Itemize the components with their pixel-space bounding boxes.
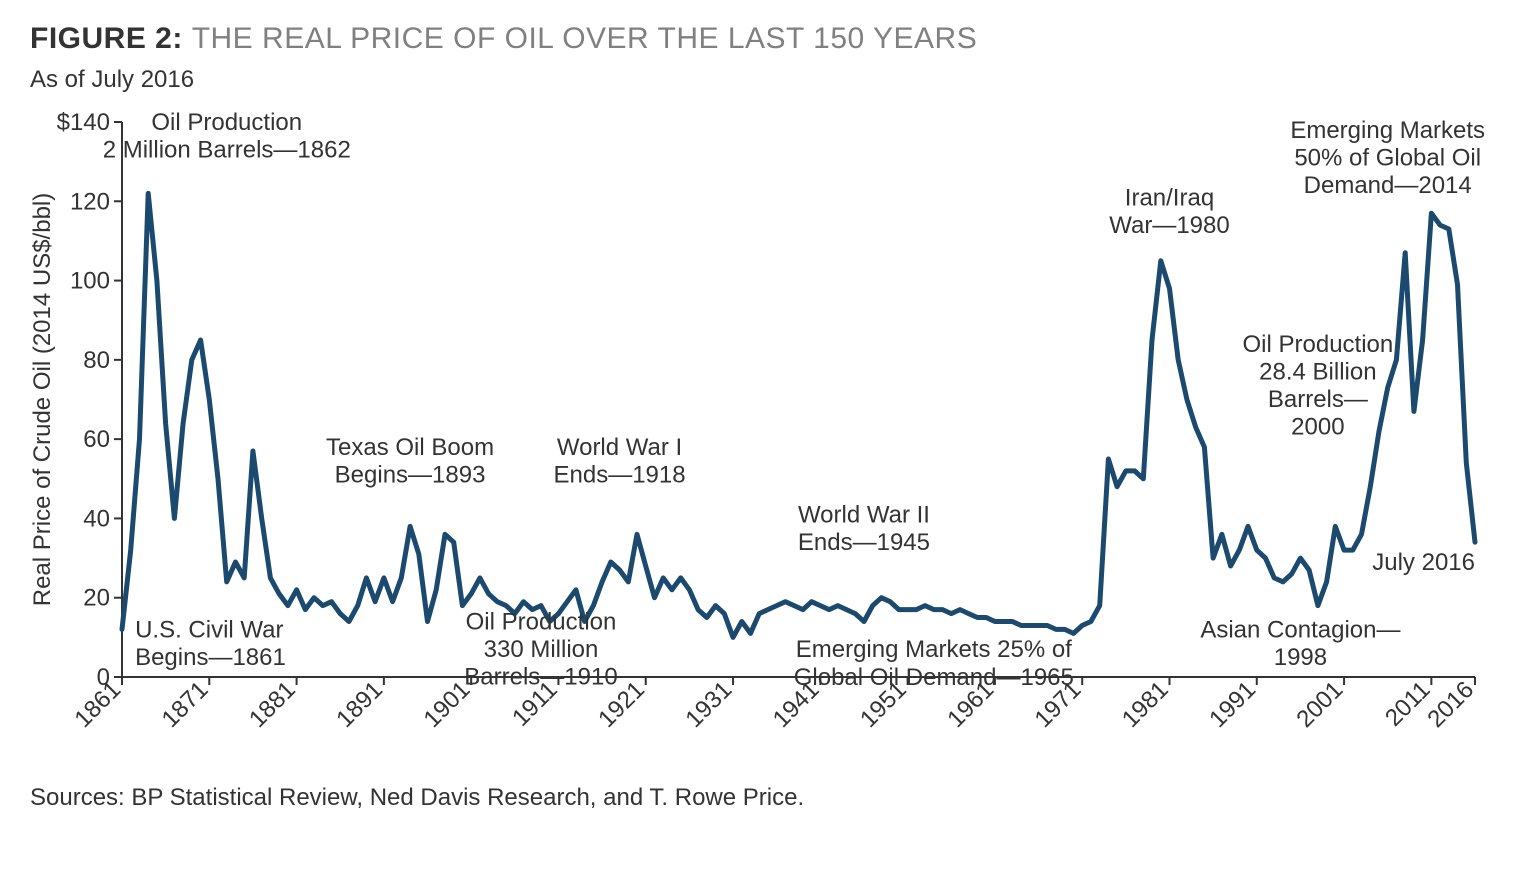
figure-subtitle: As of July 2016: [30, 66, 1495, 94]
annotation: Emerging Markets 25% ofGlobal Oil Demand…: [794, 636, 1074, 691]
annotation: World War IIEnds—1945: [798, 501, 930, 556]
annotation: U.S. Civil WarBegins—1861: [135, 616, 286, 671]
annotation: World War IEnds—1918: [554, 434, 686, 489]
sources-line: Sources: BP Statistical Review, Ned Davi…: [30, 784, 1495, 812]
y-tick-label: $140: [57, 112, 110, 136]
y-tick-label: 40: [83, 505, 110, 532]
annotation: Emerging Markets50% of Global OilDemand—…: [1290, 117, 1485, 199]
y-tick-label: 120: [70, 188, 110, 215]
chart-svg: 020406080100120$140186118711881189119011…: [30, 112, 1495, 772]
y-axis-label: Real Price of Crude Oil (2014 US$/bbl): [30, 193, 56, 607]
annotation: Iran/IraqWar—1980: [1109, 184, 1230, 239]
chart-bg: [30, 112, 1495, 772]
figure-title-rest: THE REAL PRICE OF OIL OVER THE LAST 150 …: [192, 22, 978, 55]
oil-price-chart: 020406080100120$140186118711881189119011…: [30, 112, 1495, 772]
y-tick-label: 20: [83, 585, 110, 612]
y-tick-label: 100: [70, 268, 110, 295]
annotation: July 2016: [1372, 549, 1475, 576]
figure-title-lead: FIGURE 2:: [30, 22, 192, 55]
y-tick-label: 80: [83, 347, 110, 374]
annotation: Oil Production330 MillionBarrels—1910: [464, 608, 617, 690]
annotation: Texas Oil BoomBegins—1893: [326, 434, 494, 489]
y-tick-label: 60: [83, 426, 110, 453]
figure-title: FIGURE 2: THE REAL PRICE OF OIL OVER THE…: [30, 22, 1495, 56]
